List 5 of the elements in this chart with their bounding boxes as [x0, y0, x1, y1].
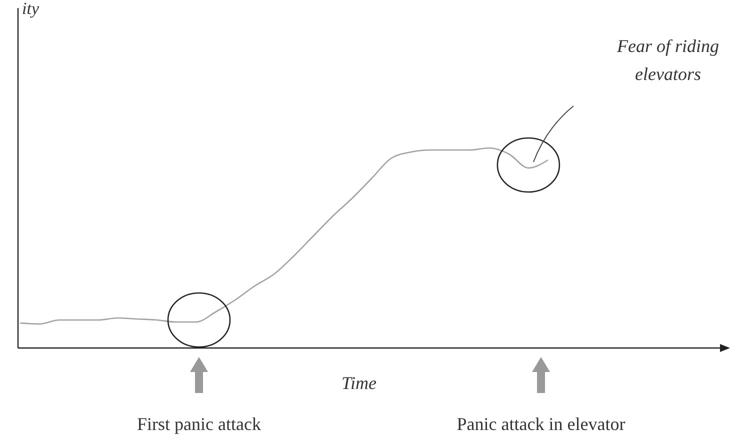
text: Fear of riding elevators: [616, 36, 719, 84]
text: First panic attack: [137, 414, 261, 434]
text: ity: [22, 0, 40, 18]
text: Panic attack in elevator: [456, 414, 626, 434]
x-axis-title: Time: [341, 373, 377, 393]
